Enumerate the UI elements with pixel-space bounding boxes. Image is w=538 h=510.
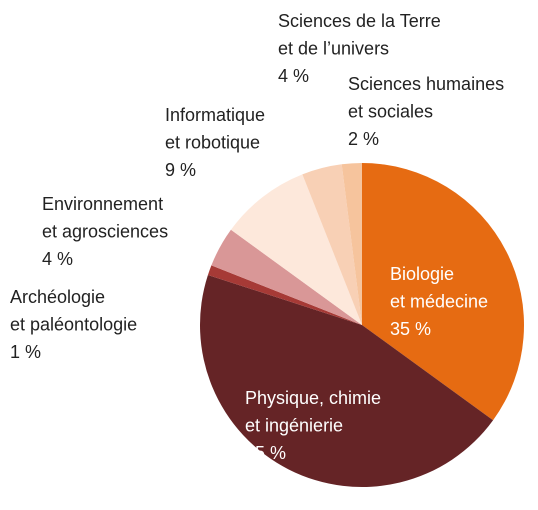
slice-label: et paléontologie — [10, 314, 137, 334]
slice-label: Physique, chimie — [245, 388, 381, 408]
value-label: 4 % — [278, 66, 309, 86]
slice-label: Informatique — [165, 105, 265, 125]
pie-slice — [302, 164, 362, 325]
pie-slice — [211, 229, 362, 325]
value-label: 45 % — [245, 443, 286, 463]
slice-label: et agrosciences — [42, 221, 168, 241]
value-label: 4 % — [42, 249, 73, 269]
slice-label: et sociales — [348, 101, 433, 121]
slice-label: Biologie — [390, 264, 454, 284]
slice-label: Sciences de la Terre — [278, 11, 441, 31]
slice-label: Archéologie — [10, 287, 105, 307]
pie-slice — [341, 163, 362, 325]
slice-label: Sciences humaines — [348, 74, 504, 94]
pie-slice — [207, 265, 362, 325]
value-label: 35 % — [390, 319, 431, 339]
pie-slice — [230, 174, 362, 325]
value-label: 9 % — [165, 160, 196, 180]
slice-label: et ingénierie — [245, 415, 343, 435]
value-label: 2 % — [348, 129, 379, 149]
slice-label: et robotique — [165, 132, 260, 152]
pie-slice — [199, 274, 494, 488]
slice-label: Environnement — [42, 194, 163, 214]
pie-slice — [362, 163, 524, 421]
slice-label: et médecine — [390, 291, 488, 311]
value-label: 1 % — [10, 342, 41, 362]
slice-label: et de l’univers — [278, 38, 389, 58]
